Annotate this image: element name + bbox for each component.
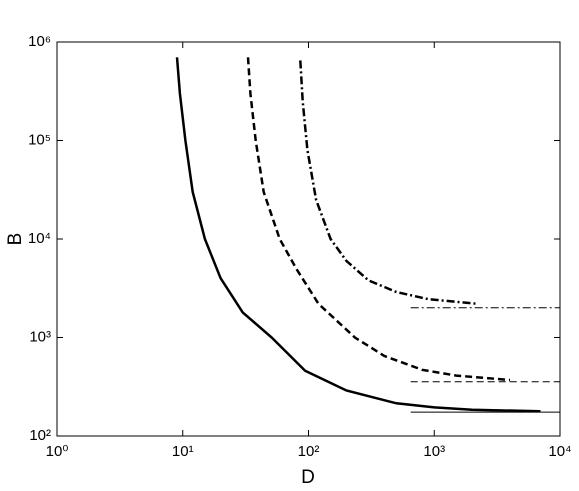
y-tick-label: 10⁴ [28, 230, 51, 247]
x-tick-label: 10⁰ [46, 443, 69, 460]
line [246, 57, 511, 382]
y-tick-label: 10³ [29, 328, 51, 345]
x-tick-label: 10⁴ [548, 443, 571, 460]
y-tick-label: 10⁶ [28, 33, 51, 50]
x-tick-label: 10¹ [172, 443, 194, 460]
x-tick-label: 10³ [423, 443, 445, 460]
y-axis-label: B [5, 233, 26, 246]
plot-frame [56, 41, 561, 437]
line [175, 57, 541, 413]
x-tick-label: 10² [298, 443, 320, 460]
x-axis-label: D [301, 467, 315, 488]
line [299, 60, 478, 306]
y-tick-label: 10² [29, 427, 51, 444]
y-tick-label: 10⁵ [28, 131, 51, 148]
